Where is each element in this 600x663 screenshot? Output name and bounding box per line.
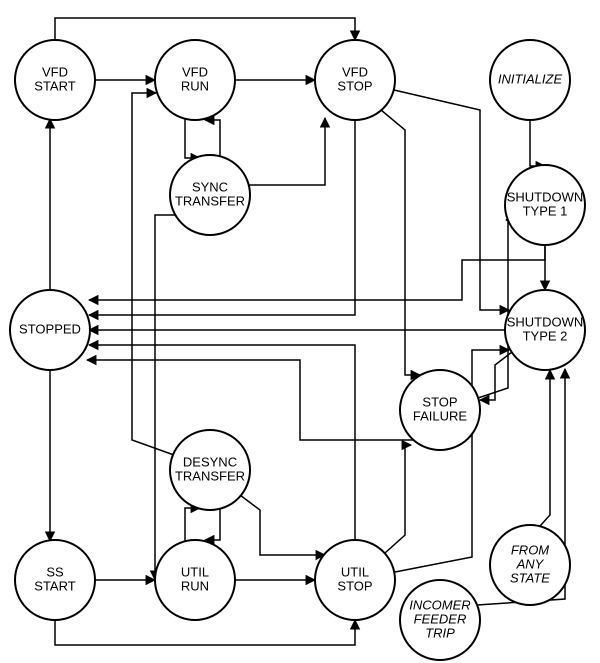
node-label-vfd_run-line1: RUN bbox=[181, 78, 209, 93]
node-label-stopped-line0: STOPPED bbox=[19, 321, 81, 336]
edge-e_desync_utilrun bbox=[205, 508, 220, 540]
node-label-vfd_start-line1: START bbox=[34, 78, 75, 93]
node-label-initialize-line0: INITIALIZE bbox=[498, 71, 563, 86]
node-label-ss_start-line0: SS bbox=[46, 564, 64, 579]
node-label-sync_xfer-line1: TRANSFER bbox=[175, 193, 245, 208]
node-label-util_stop-line0: UTIL bbox=[341, 564, 369, 579]
node-label-util_run-line1: RUN bbox=[181, 578, 209, 593]
node-stopped: STOPPED bbox=[10, 290, 90, 370]
node-label-vfd_start-line0: VFD bbox=[42, 64, 68, 79]
node-shutdown2: SHUTDOWNTYPE 2 bbox=[505, 290, 585, 370]
node-label-sync_xfer-line0: SYNC bbox=[192, 179, 228, 194]
edge-e_sync_vfdrun bbox=[205, 120, 220, 157]
edge-e_vfdstop_stopfail bbox=[381, 110, 420, 375]
edge-e_ssstart_utilstop bbox=[55, 620, 355, 645]
node-label-desync_xfer-line0: DESYNC bbox=[183, 454, 237, 469]
node-label-shutdown2-line1: TYPE 2 bbox=[523, 328, 568, 343]
node-label-util_stop-line1: STOP bbox=[337, 578, 372, 593]
node-label-shutdown1-line0: SHUTDOWN bbox=[507, 189, 584, 204]
node-label-vfd_stop-line0: VFD bbox=[342, 64, 368, 79]
node-util_run: UTILRUN bbox=[155, 540, 235, 620]
edge-e_init_shut1 bbox=[530, 120, 545, 166]
edges bbox=[50, 18, 565, 645]
node-sync_xfer: SYNCTRANSFER bbox=[170, 155, 250, 235]
node-label-shutdown2-line0: SHUTDOWN bbox=[507, 314, 584, 329]
node-label-stop_fail-line1: FAILURE bbox=[413, 408, 468, 423]
node-label-vfd_stop-line1: STOP bbox=[337, 78, 372, 93]
node-label-from_any-line0: FROM bbox=[511, 542, 549, 557]
edge-e_utilstop_stopfail bbox=[385, 445, 411, 553]
edge-e_sync_utilrun bbox=[155, 215, 175, 580]
node-label-from_any-line1: ANY bbox=[516, 556, 545, 571]
node-label-desync_xfer-line1: TRANSFER bbox=[175, 468, 245, 483]
state-diagram: VFDSTARTVFDRUNVFDSTOPINITIALIZESYNCTRANS… bbox=[0, 0, 600, 663]
edge-e_desync_utilstop bbox=[240, 495, 325, 555]
node-util_stop: UTILSTOP bbox=[315, 540, 395, 620]
edge-e_shut2_stopfail bbox=[480, 352, 512, 400]
edge-e_vfdstop_shut2 bbox=[394, 90, 509, 310]
node-initialize: INITIALIZE bbox=[490, 40, 570, 120]
node-vfd_start: VFDSTART bbox=[15, 40, 95, 120]
node-label-util_run-line0: UTIL bbox=[181, 564, 209, 579]
edge-e_vfdrun_sync bbox=[185, 119, 200, 158]
node-label-stop_fail-line0: STOP bbox=[422, 394, 457, 409]
node-from_any: FROMANYSTATE bbox=[490, 525, 570, 605]
node-vfd_run: VFDRUN bbox=[155, 40, 235, 120]
node-label-feeder_trip-line2: TRIP bbox=[425, 625, 455, 640]
edge-e_stopfail_stopped bbox=[87, 360, 420, 440]
node-label-from_any-line2: STATE bbox=[510, 570, 550, 585]
node-shutdown1: SHUTDOWNTYPE 1 bbox=[505, 165, 585, 245]
node-vfd_stop: VFDSTOP bbox=[315, 40, 395, 120]
node-label-feeder_trip-line1: FEEDER bbox=[414, 611, 467, 626]
node-label-shutdown1-line1: TYPE 1 bbox=[523, 203, 568, 218]
node-ss_start: SSSTART bbox=[15, 540, 95, 620]
edge-e_sync_vfdstop bbox=[249, 118, 325, 185]
edge-e_shut1_stopped bbox=[89, 245, 545, 300]
edge-e_vfdstart_vfdstop bbox=[55, 18, 355, 40]
node-label-vfd_run-line0: VFD bbox=[182, 64, 208, 79]
edge-e_utilrun_desync bbox=[185, 508, 200, 541]
edge-e_desync_vfdrun bbox=[132, 93, 174, 455]
edge-e_stopfail_shut1 bbox=[478, 220, 508, 398]
node-label-feeder_trip-line0: INCOMER bbox=[409, 597, 470, 612]
node-desync_xfer: DESYNCTRANSFER bbox=[170, 430, 250, 510]
edge-e_fromany_shut2 bbox=[540, 370, 550, 526]
node-label-ss_start-line1: START bbox=[34, 578, 75, 593]
node-feeder_trip: INCOMERFEEDERTRIP bbox=[400, 580, 480, 660]
node-stop_fail: STOPFAILURE bbox=[400, 370, 480, 450]
